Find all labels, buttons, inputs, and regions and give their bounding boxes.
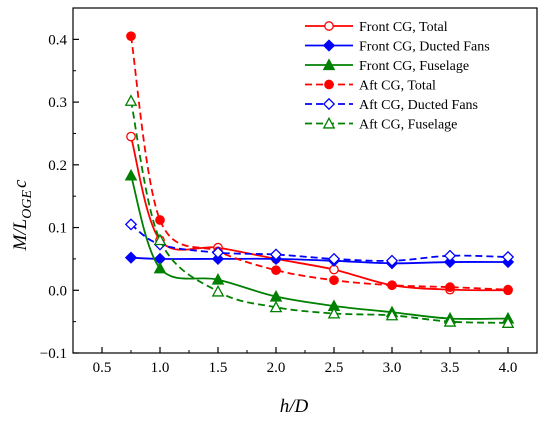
data-point [503,284,513,295]
data-point [124,251,138,264]
data-point [124,94,138,106]
data-point [329,275,339,286]
data-point [155,215,165,225]
legend-swatch-marker [322,58,336,71]
legend-label: Front CG, Total [359,20,448,35]
data-point [126,31,136,42]
data-point [124,168,138,181]
y-tick-label: 0.2 [48,158,67,174]
series-line [130,36,509,291]
ticks-layer: 0.5 1.0 1.5 2.0 2.5 3.0 3.5 4.0 −0.1 0.0 0.1 0.2 0.3… [40,7,518,376]
legend-swatch-marker [322,116,336,129]
data-point [124,218,138,231]
legend-label: Front CG, Ducted Fans [359,40,490,55]
legend-label: Aft CG, Total [359,79,436,94]
x-axis-label: h/D [280,396,309,417]
legend-swatch-marker [322,97,336,111]
legend-label: Aft CG, Fuselage [359,118,457,133]
x-tick-label: 2.0 [267,360,286,376]
x-tick-label: 0.5 [93,360,112,376]
data-point [211,252,225,266]
data-point [153,233,167,246]
y-tick-label: −0.1 [40,346,67,362]
series-1 [126,131,513,296]
data-point [211,273,225,285]
data-point [271,265,281,276]
series-6 [124,94,515,328]
legend-label: Front CG, Fuselage [359,59,469,74]
legend-swatch-marker [322,39,336,52]
data-point [126,131,136,142]
data-point [269,300,283,313]
data-point [443,249,457,262]
legend-item: Front CG, Fuselage [305,58,469,74]
legend-item: Front CG, Ducted Fans [305,39,490,55]
x-tick-label: 4.0 [499,360,518,376]
data-point [385,308,399,321]
x-tick-label: 1.5 [209,360,228,376]
legend-item: Front CG, Total [305,20,448,35]
data-point [443,255,457,269]
data-point [327,252,341,266]
data-point [443,315,457,327]
series-layer [124,31,515,328]
y-tick-label: 0.3 [48,95,67,111]
x-tick-label: 3.0 [383,360,402,376]
series-3 [124,168,515,324]
series-line [130,100,509,324]
legend-label: Aft CG, Ducted Fans [359,98,478,113]
y-tick-label: 0.4 [48,32,67,48]
data-point [211,246,225,259]
y-tick-label: 0.1 [48,221,67,237]
series-line [130,136,509,292]
legend: Front CG, Total Front CG, Ducted Fans Fron… [305,20,490,133]
legend-swatch-marker [324,79,334,90]
y-tick-label: 0.0 [48,283,67,299]
legend-item: Aft CG, Fuselage [305,116,457,133]
legend-item: Aft CG, Ducted Fans [305,97,478,113]
y-axis-label: M/LOGEc [10,179,35,251]
data-point [269,248,283,261]
data-point [445,282,455,292]
legend-swatch-marker [324,21,334,31]
x-tick-label: 2.5 [325,360,344,376]
data-point [385,254,399,267]
data-point [211,284,225,297]
data-point [153,261,167,274]
data-point [501,316,515,328]
data-point [327,306,341,319]
legend-item: Aft CG, Total [305,79,436,94]
series-4 [126,31,513,295]
data-point [501,250,515,264]
data-point [387,280,397,291]
x-tick-label: 1.0 [151,360,170,376]
x-tick-label: 3.5 [441,360,460,376]
series-line [130,175,509,320]
